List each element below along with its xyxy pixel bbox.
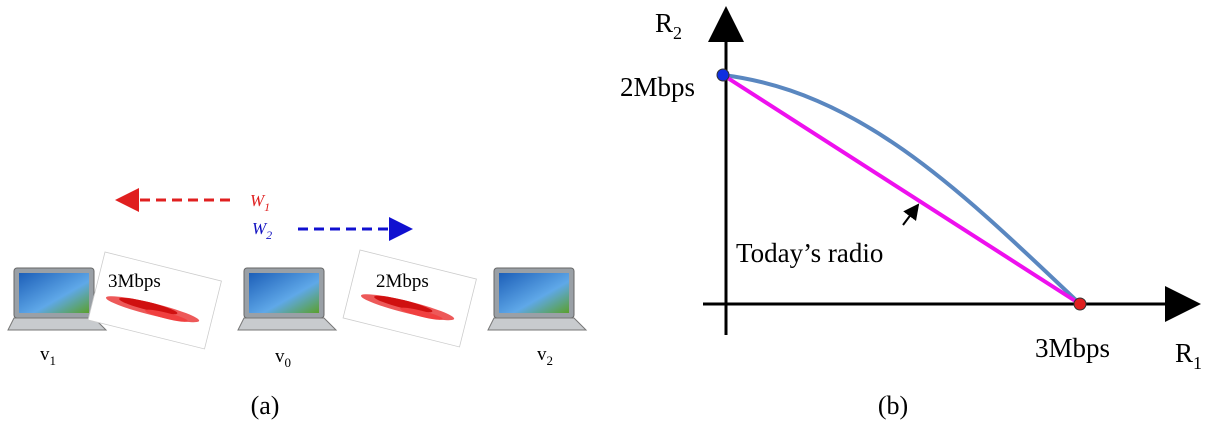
figure: W1 W2 3Mbps 2Mbps v1 v0 v2 (a) Today’s r… bbox=[0, 0, 1220, 423]
link-label: 2Mbps bbox=[376, 271, 429, 292]
caption: (b) bbox=[878, 391, 908, 420]
x-point-label: 3Mbps bbox=[1035, 333, 1110, 363]
todays-radio-line bbox=[723, 75, 1080, 304]
node-label: v1 bbox=[40, 344, 56, 368]
laptop bbox=[488, 268, 586, 330]
x-axis-label: R1 bbox=[1175, 338, 1202, 373]
annotation: Today’s radio bbox=[736, 238, 883, 268]
y-point bbox=[717, 69, 729, 81]
w2-label: W2 bbox=[252, 219, 272, 242]
annotation-arrow bbox=[903, 205, 918, 225]
interference bbox=[88, 252, 221, 349]
laptop bbox=[238, 268, 336, 330]
interference bbox=[343, 250, 476, 347]
w1-label: W1 bbox=[250, 191, 270, 214]
caption: (a) bbox=[251, 391, 280, 420]
node-label: v0 bbox=[275, 346, 291, 370]
y-point-label: 2Mbps bbox=[620, 72, 695, 102]
x-point bbox=[1074, 298, 1086, 310]
link-label: 3Mbps bbox=[108, 271, 161, 292]
node-label: v2 bbox=[537, 344, 553, 368]
y-axis-label: R2 bbox=[655, 8, 682, 43]
